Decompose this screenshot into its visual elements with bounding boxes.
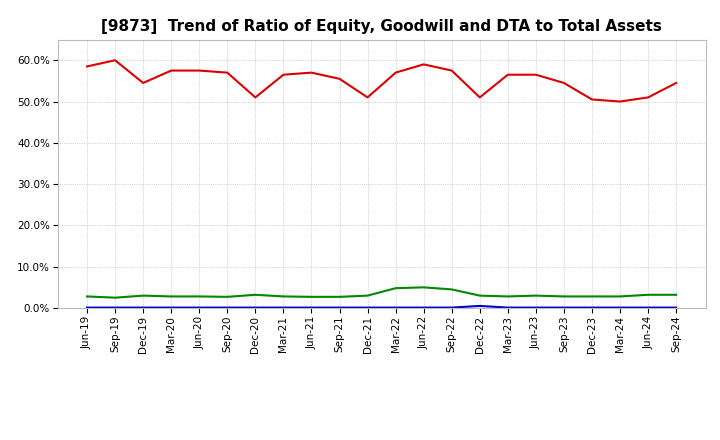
Line: Goodwill: Goodwill: [87, 306, 676, 308]
Deferred Tax Assets: [336, 294, 344, 300]
Deferred Tax Assets: [364, 293, 372, 298]
Equity: [195, 68, 204, 73]
Goodwill: [475, 303, 484, 308]
Deferred Tax Assets: [223, 294, 232, 300]
Line: Deferred Tax Assets: Deferred Tax Assets: [87, 287, 676, 298]
Equity: [279, 72, 288, 77]
Deferred Tax Assets: [167, 294, 176, 299]
Equity: [139, 81, 148, 86]
Goodwill: [336, 305, 344, 310]
Goodwill: [644, 305, 652, 310]
Equity: [644, 95, 652, 100]
Goodwill: [503, 305, 512, 310]
Equity: [391, 70, 400, 75]
Goodwill: [531, 305, 540, 310]
Equity: [447, 68, 456, 73]
Line: Equity: Equity: [87, 60, 676, 102]
Equity: [83, 64, 91, 69]
Deferred Tax Assets: [503, 294, 512, 299]
Deferred Tax Assets: [672, 292, 680, 297]
Goodwill: [279, 305, 288, 310]
Goodwill: [307, 305, 316, 310]
Deferred Tax Assets: [279, 294, 288, 299]
Goodwill: [83, 305, 91, 310]
Equity: [167, 68, 176, 73]
Goodwill: [364, 305, 372, 310]
Equity: [588, 97, 596, 102]
Equity: [364, 95, 372, 100]
Deferred Tax Assets: [447, 287, 456, 292]
Deferred Tax Assets: [616, 294, 624, 299]
Deferred Tax Assets: [307, 294, 316, 300]
Deferred Tax Assets: [139, 293, 148, 298]
Goodwill: [139, 305, 148, 310]
Title: [9873]  Trend of Ratio of Equity, Goodwill and DTA to Total Assets: [9873] Trend of Ratio of Equity, Goodwil…: [102, 19, 662, 34]
Goodwill: [447, 305, 456, 310]
Equity: [223, 70, 232, 75]
Goodwill: [167, 305, 176, 310]
Equity: [419, 62, 428, 67]
Goodwill: [559, 305, 568, 310]
Goodwill: [391, 305, 400, 310]
Goodwill: [195, 305, 204, 310]
Goodwill: [251, 305, 260, 310]
Equity: [616, 99, 624, 104]
Equity: [559, 81, 568, 86]
Deferred Tax Assets: [559, 294, 568, 299]
Deferred Tax Assets: [391, 286, 400, 291]
Equity: [307, 70, 316, 75]
Equity: [672, 81, 680, 86]
Deferred Tax Assets: [111, 295, 120, 301]
Deferred Tax Assets: [83, 294, 91, 299]
Goodwill: [672, 305, 680, 310]
Goodwill: [616, 305, 624, 310]
Equity: [111, 58, 120, 63]
Deferred Tax Assets: [419, 285, 428, 290]
Deferred Tax Assets: [531, 293, 540, 298]
Deferred Tax Assets: [644, 292, 652, 297]
Equity: [475, 95, 484, 100]
Equity: [503, 72, 512, 77]
Deferred Tax Assets: [475, 293, 484, 298]
Goodwill: [419, 305, 428, 310]
Goodwill: [111, 305, 120, 310]
Deferred Tax Assets: [251, 292, 260, 297]
Equity: [531, 72, 540, 77]
Deferred Tax Assets: [588, 294, 596, 299]
Equity: [251, 95, 260, 100]
Goodwill: [588, 305, 596, 310]
Equity: [336, 76, 344, 81]
Deferred Tax Assets: [195, 294, 204, 299]
Goodwill: [223, 305, 232, 310]
